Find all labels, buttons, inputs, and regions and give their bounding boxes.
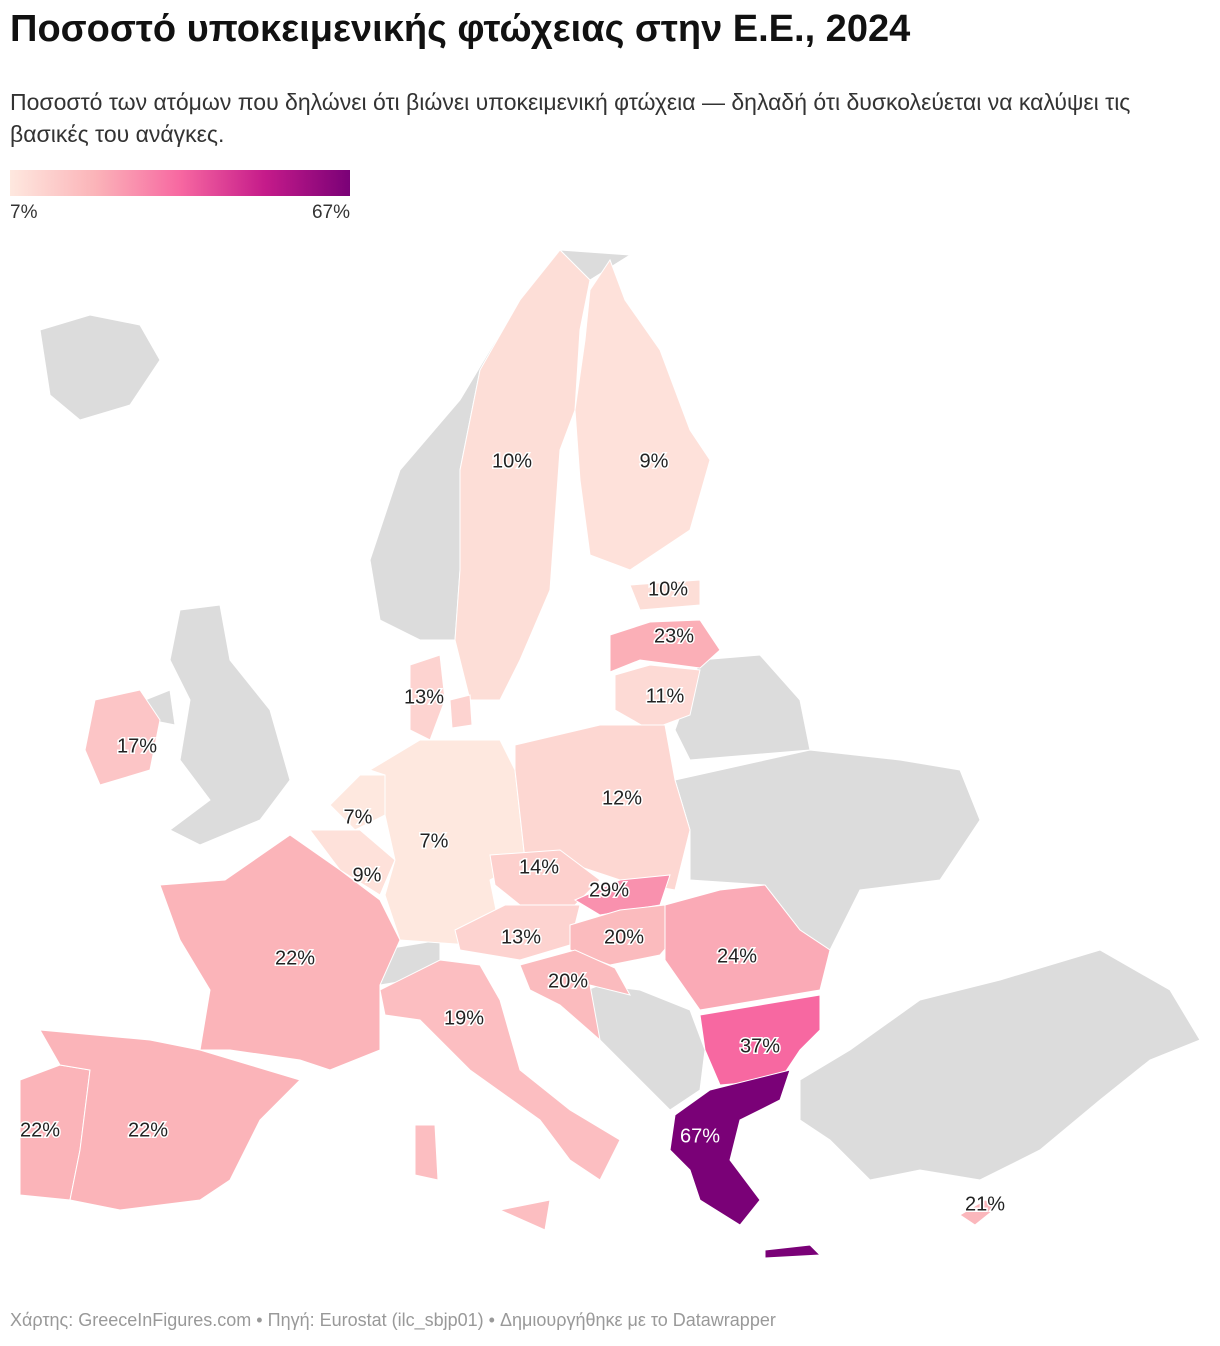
region: [498, 1199, 551, 1231]
value-label: 13%: [404, 686, 444, 708]
region: [159, 834, 401, 1071]
value-label: 22%: [275, 947, 315, 969]
region: [629, 579, 701, 611]
region: [379, 959, 621, 1181]
subtitle: Ποσοστό των ατόμων που δηλώνει ότι βιώνε…: [10, 89, 1131, 147]
value-label: 21%: [965, 1193, 1005, 1215]
region: [519, 949, 631, 1042]
value-label: 67%: [680, 1125, 720, 1147]
value-label: 9%: [353, 864, 382, 886]
region: [514, 724, 691, 891]
regions: [19, 249, 1002, 1259]
region: [614, 664, 701, 731]
value-label: 13%: [501, 926, 541, 948]
value-label: 22%: [128, 1119, 168, 1141]
source: Χάρτης: GreeceInFigures.com • Πηγή: Euro…: [10, 1310, 776, 1330]
legend-max: 67%: [312, 202, 350, 223]
value-label: 10%: [492, 450, 532, 472]
legend-gradient: [10, 170, 350, 196]
region: [84, 689, 161, 786]
value-label: 19%: [444, 1007, 484, 1029]
value-label: 17%: [117, 735, 157, 757]
value-label: 37%: [740, 1035, 780, 1057]
region: [573, 874, 671, 916]
region: [699, 994, 821, 1086]
region: [39, 1029, 301, 1211]
value-label: 12%: [602, 787, 642, 809]
region: [409, 654, 446, 741]
value-label: 22%: [20, 1119, 60, 1141]
value-label: 7%: [344, 806, 373, 828]
title: Ποσοστό υποκειμενικής φτώχειας στην Ε.Ε.…: [10, 8, 911, 50]
region: [574, 258, 711, 571]
region: [959, 1199, 1002, 1226]
region: [449, 694, 473, 729]
region: [764, 1244, 822, 1259]
value-label: 11%: [646, 685, 685, 707]
value-label: 10%: [648, 578, 688, 600]
region: [309, 829, 396, 896]
value-label: 29%: [589, 879, 629, 901]
value-label: 20%: [548, 970, 588, 992]
value-label: 20%: [604, 926, 644, 948]
legend-min: 7%: [10, 202, 38, 223]
value-label: 14%: [519, 856, 559, 878]
region: [664, 884, 831, 1011]
region: [454, 249, 591, 701]
region: [609, 619, 721, 673]
value-label: 24%: [717, 945, 757, 967]
value-label: 23%: [654, 625, 694, 647]
value-label: 7%: [420, 830, 449, 852]
value-label: 9%: [640, 450, 669, 472]
labels: 10% 9% 10% 23% 11% 13% 17% 7% 9% 7% 12% 14% 29% 13% 20…: [18, 449, 1006, 1217]
region: [414, 1124, 439, 1181]
region: [669, 1069, 791, 1226]
